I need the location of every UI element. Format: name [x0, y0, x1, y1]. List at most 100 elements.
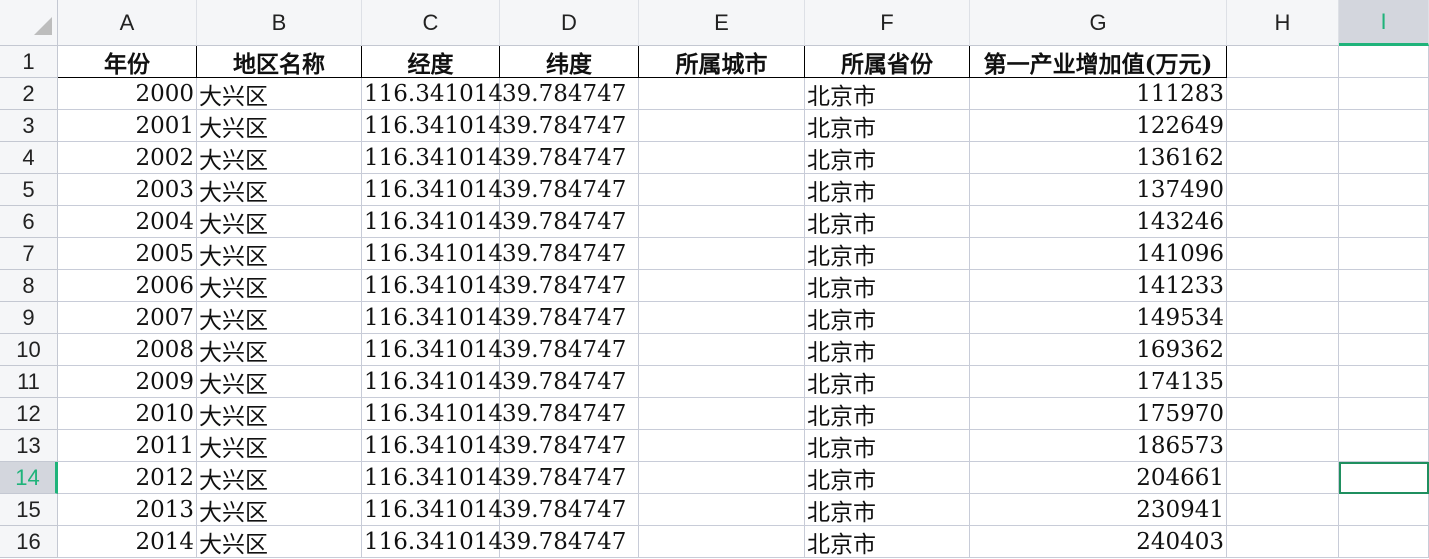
table-cell[interactable]: 39.784747 — [500, 78, 639, 110]
row-header-3[interactable]: 3 — [0, 110, 58, 142]
row-header-6[interactable]: 6 — [0, 206, 58, 238]
table-cell[interactable]: 111283 — [970, 78, 1227, 110]
row-header-15[interactable]: 15 — [0, 494, 58, 526]
table-cell[interactable]: 39.784747 — [500, 238, 639, 270]
table-cell[interactable] — [1339, 462, 1429, 494]
table-cell[interactable]: 141233 — [970, 270, 1227, 302]
table-cell[interactable] — [1227, 270, 1339, 302]
table-cell[interactable]: 2004 — [58, 206, 197, 238]
table-cell[interactable] — [639, 110, 805, 142]
table-cell[interactable]: 116.341014 — [362, 238, 503, 270]
table-cell[interactable]: 39.784747 — [500, 110, 639, 142]
table-cell[interactable]: 116.341014 — [362, 366, 503, 398]
table-cell[interactable]: 北京市 — [805, 238, 970, 270]
column-header-B[interactable]: B — [197, 0, 362, 46]
table-cell[interactable]: 大兴区 — [197, 494, 362, 526]
table-cell[interactable]: 大兴区 — [197, 462, 362, 494]
table-cell[interactable]: 2003 — [58, 174, 197, 206]
header-cell[interactable]: 第一产业增加值(万元) — [970, 46, 1227, 78]
table-cell[interactable]: 143246 — [970, 206, 1227, 238]
table-cell[interactable]: 北京市 — [805, 142, 970, 174]
table-cell[interactable]: 136162 — [970, 142, 1227, 174]
table-cell[interactable]: 2000 — [58, 78, 197, 110]
table-cell[interactable] — [639, 238, 805, 270]
table-cell[interactable]: 116.341014 — [362, 142, 503, 174]
column-header-F[interactable]: F — [805, 0, 970, 46]
table-cell[interactable]: 116.341014 — [362, 270, 503, 302]
table-cell[interactable]: 大兴区 — [197, 142, 362, 174]
select-all-corner[interactable] — [0, 0, 58, 46]
column-header-A[interactable]: A — [58, 0, 197, 46]
table-cell[interactable]: 2009 — [58, 366, 197, 398]
table-cell[interactable] — [639, 206, 805, 238]
table-cell[interactable]: 北京市 — [805, 366, 970, 398]
table-cell[interactable]: 2012 — [58, 462, 197, 494]
table-cell[interactable]: 39.784747 — [500, 494, 639, 526]
table-cell[interactable]: 北京市 — [805, 78, 970, 110]
table-cell[interactable]: 116.341014 — [362, 462, 503, 494]
table-cell[interactable]: 116.341014 — [362, 398, 503, 430]
table-cell[interactable]: 39.784747 — [500, 270, 639, 302]
column-header-E[interactable]: E — [639, 0, 805, 46]
table-cell[interactable]: 大兴区 — [197, 398, 362, 430]
row-header-13[interactable]: 13 — [0, 430, 58, 462]
table-cell[interactable] — [1227, 238, 1339, 270]
table-cell[interactable] — [639, 494, 805, 526]
table-cell[interactable]: 北京市 — [805, 430, 970, 462]
table-cell[interactable]: 149534 — [970, 302, 1227, 334]
table-cell[interactable]: 2010 — [58, 398, 197, 430]
column-header-H[interactable]: H — [1227, 0, 1339, 46]
table-cell[interactable] — [1227, 78, 1339, 110]
table-cell[interactable] — [1339, 142, 1429, 174]
table-cell[interactable]: 39.784747 — [500, 430, 639, 462]
table-cell[interactable]: 240403 — [970, 526, 1227, 558]
table-cell[interactable]: 137490 — [970, 174, 1227, 206]
table-cell[interactable]: 北京市 — [805, 494, 970, 526]
table-cell[interactable]: 230941 — [970, 494, 1227, 526]
row-header-12[interactable]: 12 — [0, 398, 58, 430]
table-cell[interactable] — [1339, 494, 1429, 526]
table-cell[interactable] — [1227, 398, 1339, 430]
column-header-C[interactable]: C — [362, 0, 500, 46]
table-cell[interactable]: 大兴区 — [197, 430, 362, 462]
header-cell[interactable] — [1227, 46, 1339, 78]
table-cell[interactable]: 大兴区 — [197, 110, 362, 142]
table-cell[interactable] — [1339, 270, 1429, 302]
table-cell[interactable] — [639, 270, 805, 302]
table-cell[interactable]: 39.784747 — [500, 462, 639, 494]
table-cell[interactable] — [1227, 334, 1339, 366]
table-cell[interactable]: 北京市 — [805, 110, 970, 142]
table-cell[interactable] — [639, 174, 805, 206]
table-cell[interactable]: 116.341014 — [362, 494, 503, 526]
table-cell[interactable]: 122649 — [970, 110, 1227, 142]
table-cell[interactable]: 北京市 — [805, 334, 970, 366]
table-cell[interactable] — [1339, 78, 1429, 110]
header-cell[interactable]: 地区名称 — [197, 46, 362, 78]
table-cell[interactable]: 北京市 — [805, 398, 970, 430]
table-cell[interactable]: 大兴区 — [197, 302, 362, 334]
table-cell[interactable]: 2006 — [58, 270, 197, 302]
header-cell[interactable]: 所属省份 — [805, 46, 970, 78]
table-cell[interactable]: 大兴区 — [197, 238, 362, 270]
table-cell[interactable]: 2002 — [58, 142, 197, 174]
column-header-G[interactable]: G — [970, 0, 1227, 46]
table-cell[interactable]: 116.341014 — [362, 430, 503, 462]
table-cell[interactable] — [1339, 334, 1429, 366]
table-cell[interactable] — [1227, 430, 1339, 462]
table-cell[interactable] — [1339, 174, 1429, 206]
table-cell[interactable]: 大兴区 — [197, 526, 362, 558]
table-cell[interactable] — [1227, 142, 1339, 174]
table-cell[interactable] — [1227, 494, 1339, 526]
row-header-1[interactable]: 1 — [0, 46, 58, 78]
table-cell[interactable]: 169362 — [970, 334, 1227, 366]
table-cell[interactable] — [1227, 366, 1339, 398]
row-header-7[interactable]: 7 — [0, 238, 58, 270]
table-cell[interactable]: 116.341014 — [362, 110, 503, 142]
table-cell[interactable]: 2001 — [58, 110, 197, 142]
table-cell[interactable]: 2011 — [58, 430, 197, 462]
table-cell[interactable] — [639, 430, 805, 462]
table-cell[interactable] — [1339, 110, 1429, 142]
table-cell[interactable]: 2014 — [58, 526, 197, 558]
table-cell[interactable] — [1339, 398, 1429, 430]
table-cell[interactable]: 北京市 — [805, 526, 970, 558]
